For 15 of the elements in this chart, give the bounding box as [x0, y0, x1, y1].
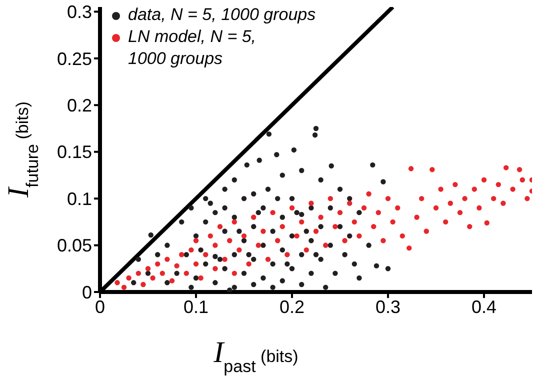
y-tick-label: 0.05 — [56, 236, 92, 256]
y-tick-label: 0.15 — [56, 142, 92, 162]
y-tick-label: 0.25 — [56, 48, 92, 69]
y-tick-label: 0.3 — [66, 2, 92, 22]
y-tick-label: 0.2 — [66, 96, 92, 116]
y-tick-label: 0.1 — [66, 188, 92, 209]
legend-label: LN model, N = 5, 1000 groups — [128, 26, 258, 70]
x-tick-label: 0 — [94, 296, 106, 317]
x-tick-label: 0.3 — [375, 296, 401, 317]
x-tick-label: 0.1 — [183, 296, 209, 317]
x-axis-title: I$_{past}$ (bits) — [212, 336, 298, 376]
legend-label: data, N = 5, 1000 groups — [128, 4, 316, 26]
y-tick-label: 0 — [82, 282, 92, 302]
x-tick-label: 0.2 — [279, 296, 305, 317]
x-tick-label: 0.4 — [471, 296, 497, 317]
